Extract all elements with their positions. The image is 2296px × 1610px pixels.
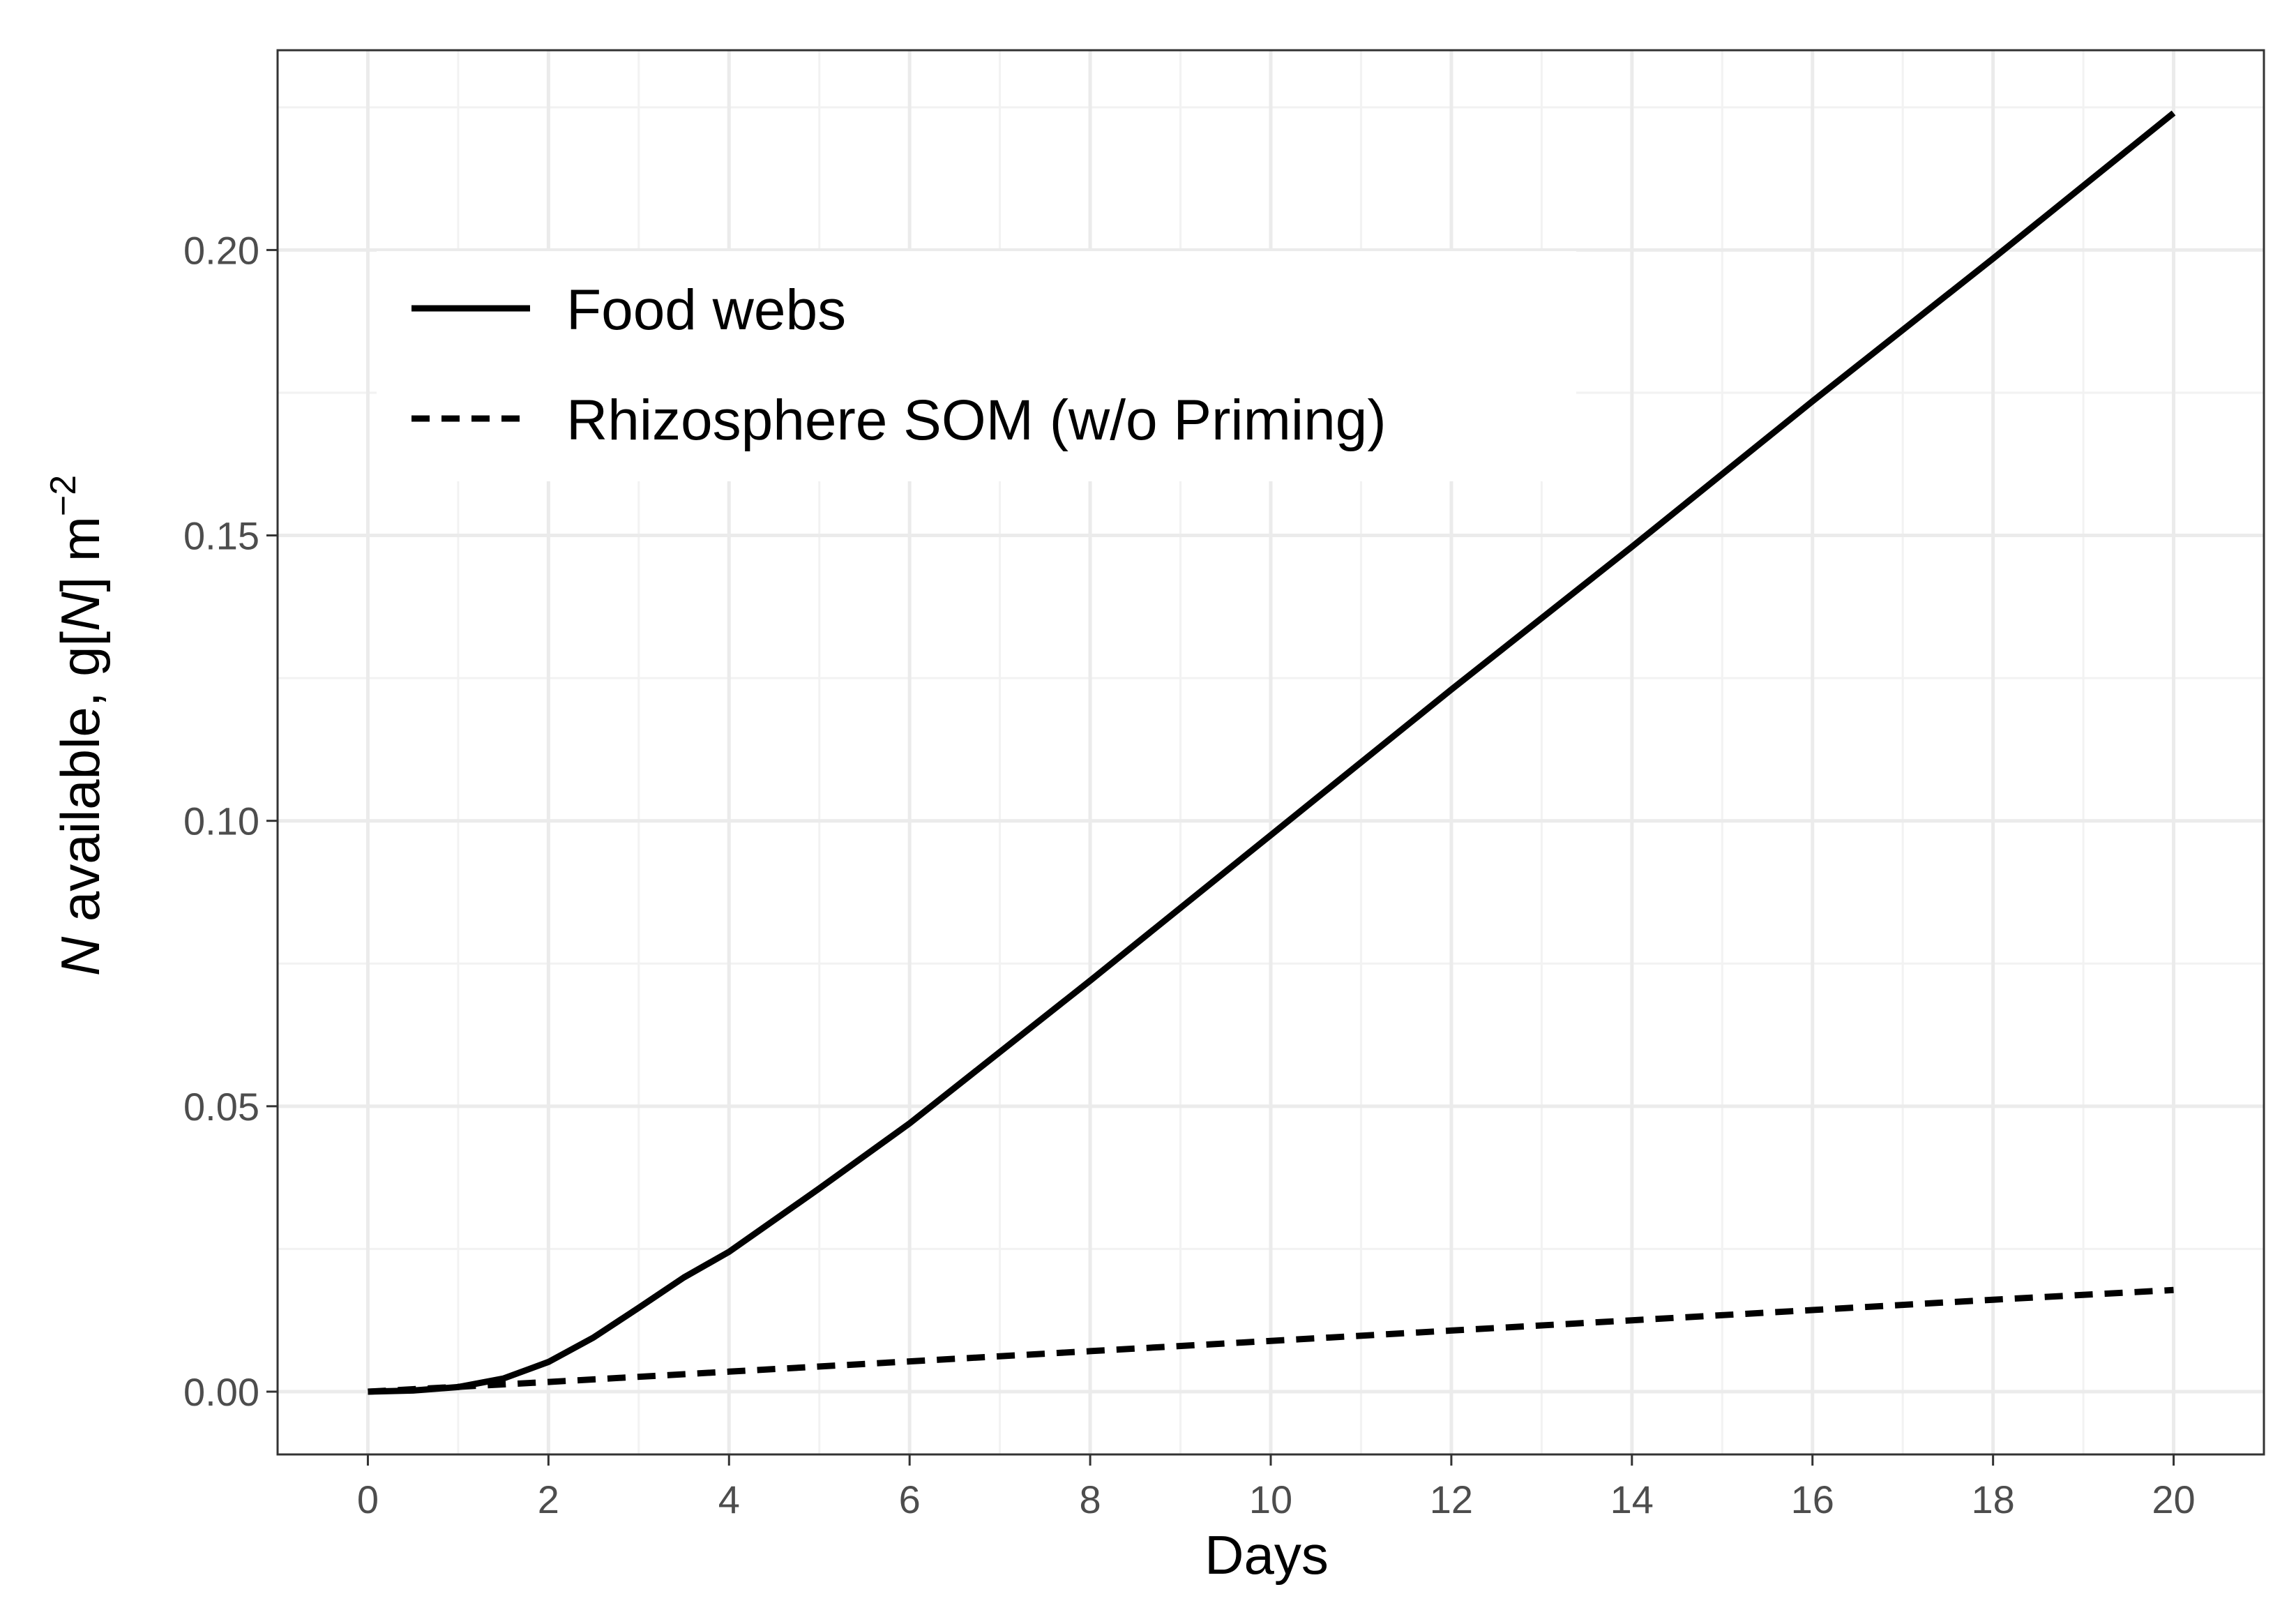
x-tick-label: 16 bbox=[1791, 1477, 1834, 1521]
axis-ticks bbox=[266, 248, 2175, 1466]
series-line-rhizosphere-som bbox=[368, 1286, 2174, 1395]
y-tick-label: 0.10 bbox=[183, 799, 259, 843]
y-axis-title-middle: available, g[ bbox=[50, 631, 111, 937]
x-tick-label: 0 bbox=[357, 1477, 379, 1521]
x-tick-label: 4 bbox=[718, 1477, 740, 1521]
x-tick-label: 2 bbox=[538, 1477, 559, 1521]
x-tick-label: 10 bbox=[1249, 1477, 1292, 1521]
y-tick-label: 0.15 bbox=[183, 514, 259, 558]
series-layer bbox=[368, 110, 2176, 1395]
y-axis-title: N available, g[N] m−2 bbox=[43, 475, 111, 976]
series-line-food-webs bbox=[368, 110, 2176, 1395]
y-axis-title-suffix: ] m bbox=[50, 516, 111, 592]
x-axis-title: Days bbox=[1204, 1524, 1329, 1586]
y-axis-title-unit-letter: N bbox=[50, 592, 111, 631]
legend-label-rhizosphere-som: Rhizosphere SOM (w/o Priming) bbox=[566, 389, 1387, 452]
legend-label-food-webs: Food webs bbox=[566, 278, 846, 342]
y-axis-title-variable: N bbox=[50, 936, 111, 976]
y-tick-label: 0.00 bbox=[183, 1370, 259, 1414]
legend: Food webs Rhizosphere SOM (w/o Priming) bbox=[377, 251, 1576, 481]
x-tick-label: 14 bbox=[1610, 1477, 1654, 1521]
x-tick-label: 12 bbox=[1430, 1477, 1473, 1521]
y-tick-label: 0.05 bbox=[183, 1085, 259, 1129]
x-tick-label: 6 bbox=[899, 1477, 921, 1521]
x-tick-label: 8 bbox=[1080, 1477, 1101, 1521]
tick-labels: 0 2 4 6 8 10 12 14 16 18 20 0.00 0.05 0.10 0.15 0.20 bbox=[183, 228, 2196, 1521]
y-tick-label: 0.20 bbox=[183, 228, 259, 272]
legend-background bbox=[377, 251, 1576, 481]
x-tick-label: 18 bbox=[1971, 1477, 2014, 1521]
x-tick-label: 20 bbox=[2152, 1477, 2195, 1521]
y-axis-title-exponent: −2 bbox=[43, 475, 84, 516]
grid-major bbox=[278, 50, 2264, 1454]
